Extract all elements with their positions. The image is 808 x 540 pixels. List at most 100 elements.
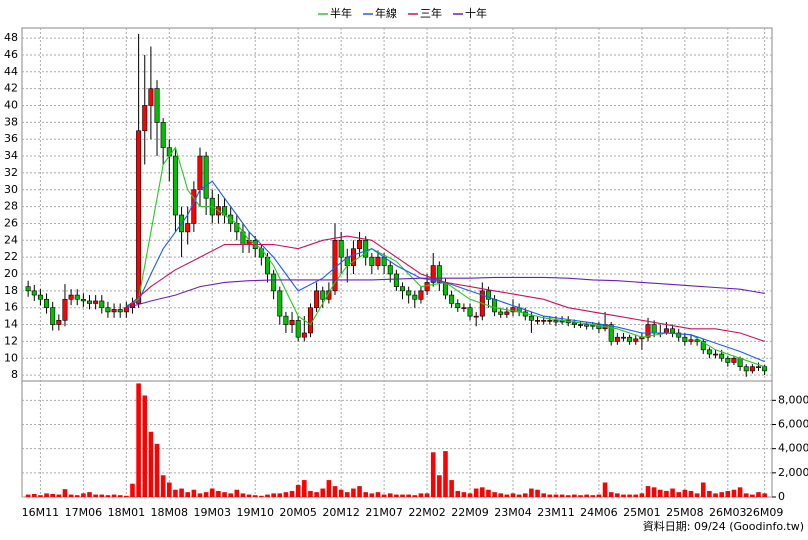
- candle-body: [307, 307, 313, 334]
- candle-body: [363, 240, 369, 258]
- candle-body: [682, 336, 688, 342]
- volume-bar: [572, 494, 577, 497]
- volume-bar: [93, 494, 98, 497]
- volume-bar: [682, 489, 688, 497]
- volume-bar: [56, 494, 62, 497]
- volume-bar: [406, 494, 411, 497]
- x-tick-label: 22M02: [408, 506, 446, 519]
- y-tick-label: 32: [4, 166, 18, 179]
- volume-bar: [99, 494, 105, 497]
- y-tick-label: 12: [4, 334, 18, 347]
- y-tick-label: 40: [4, 99, 18, 112]
- candle-body: [651, 324, 657, 334]
- candle-body: [148, 88, 154, 106]
- candle-body: [142, 105, 148, 132]
- volume-bar: [424, 493, 430, 497]
- y-tick-label: 24: [4, 233, 18, 246]
- volume-bar: [615, 493, 620, 497]
- candle-body: [461, 307, 467, 310]
- volume-bar: [344, 492, 350, 497]
- volume-bar: [130, 483, 135, 497]
- y-tick-label: 16: [4, 301, 18, 314]
- candle-body: [737, 357, 743, 367]
- volume-bar: [455, 490, 461, 497]
- volume-bar: [633, 494, 639, 497]
- volume-bar: [486, 489, 491, 497]
- volume-bar: [498, 493, 504, 497]
- volume-bar: [578, 495, 583, 497]
- candle-body: [430, 265, 436, 283]
- candle-body: [393, 273, 399, 287]
- candle-body: [424, 282, 430, 292]
- candle-body: [755, 366, 761, 368]
- volume-bar: [283, 492, 289, 497]
- candle-body: [731, 357, 737, 363]
- candle-body: [627, 336, 633, 342]
- volume-bar: [394, 494, 399, 497]
- candle-body: [670, 328, 676, 334]
- candle-body: [74, 294, 80, 300]
- volume-bar: [111, 494, 117, 497]
- volume-bar: [31, 493, 37, 497]
- candle-body: [31, 290, 37, 296]
- candle-body: [645, 324, 651, 338]
- candle-body: [271, 273, 277, 292]
- candle-body: [578, 324, 584, 326]
- candle-body: [596, 324, 602, 330]
- volume-bar: [246, 494, 252, 497]
- volume-bar: [197, 493, 203, 497]
- candle-body: [706, 349, 712, 355]
- volume-bar: [117, 495, 123, 497]
- volume-bar: [535, 489, 540, 497]
- volume-bar: [602, 482, 608, 497]
- candle-body: [442, 282, 448, 296]
- volume-bar: [44, 493, 49, 497]
- y-tick-label: 22: [4, 250, 18, 263]
- volume-bar: [559, 494, 565, 497]
- volume-bar: [418, 493, 424, 497]
- volume-bar: [621, 494, 626, 497]
- x-tick-label: 16M11: [22, 506, 60, 519]
- volume-bar: [449, 480, 454, 497]
- volume-bar: [522, 493, 528, 497]
- volume-bar: [320, 488, 326, 497]
- candle-body: [369, 256, 375, 266]
- volume-bar: [209, 488, 215, 497]
- volume-bar: [743, 493, 749, 497]
- volume-bar: [713, 493, 718, 497]
- volume-bar: [627, 494, 632, 497]
- candle-body: [203, 155, 209, 199]
- volume-bar: [234, 489, 240, 497]
- ma-line: [125, 235, 765, 342]
- candle-body: [418, 290, 424, 300]
- volume-bar: [553, 494, 559, 497]
- volume-bar: [338, 489, 344, 497]
- candle-body: [289, 320, 295, 325]
- volume-bar: [50, 493, 55, 497]
- volume-bar: [142, 395, 148, 497]
- candle-body: [111, 309, 117, 313]
- candle-body: [467, 307, 473, 317]
- volume-bar: [381, 494, 387, 497]
- volume-bar: [529, 488, 534, 497]
- candle-body: [400, 286, 406, 292]
- candle-body: [320, 290, 326, 300]
- volume-bar: [596, 494, 602, 497]
- volume-bar: [565, 495, 571, 497]
- y2-tick-label: 0: [778, 490, 785, 503]
- candle-body: [99, 300, 105, 309]
- candle-body: [160, 122, 166, 148]
- ma-line: [126, 180, 765, 363]
- candle-body: [663, 328, 669, 334]
- volume-bar: [657, 489, 663, 497]
- candle-body: [406, 290, 412, 296]
- x-tick-label: 20M05: [279, 506, 317, 519]
- candle-body: [504, 311, 510, 315]
- volume-bar: [240, 493, 246, 497]
- volume-bar: [700, 482, 706, 497]
- y-tick-label: 14: [4, 318, 18, 331]
- y-tick-label: 38: [4, 115, 18, 128]
- legend-label: 十年: [465, 6, 487, 20]
- candle-body: [412, 294, 418, 300]
